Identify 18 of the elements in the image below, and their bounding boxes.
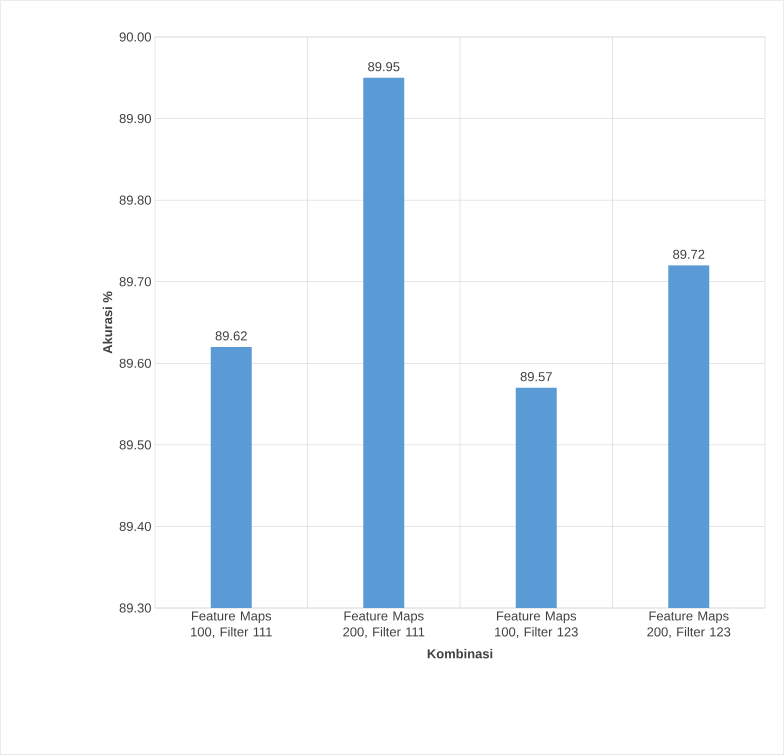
y-tick-label: 89.50: [120, 440, 151, 450]
data-label: 89.95: [368, 62, 400, 72]
y-tick-label: 89.60: [120, 358, 151, 368]
x-axis-title: Kombinasi: [428, 648, 492, 658]
x-tick-label: Feature Maps 100, Filter 111: [191, 612, 272, 638]
y-axis-title: Akurasi %: [102, 292, 112, 354]
y-tick-label: 89.90: [120, 114, 151, 124]
x-tick-label: Feature Maps 200, Filter 111: [343, 612, 424, 638]
x-tick-label: Feature Maps 100, Filter 123: [495, 612, 578, 638]
data-label: 89.62: [216, 331, 247, 340]
data-label: 89.72: [673, 250, 704, 259]
x-tick-label: Feature Maps 200, Filter 123: [647, 612, 730, 638]
y-tick-label: 89.30: [120, 603, 151, 613]
y-tick-label: 89.80: [120, 196, 151, 205]
y-tick-label: 89.70: [120, 277, 151, 286]
y-tick-label: 90.00: [120, 32, 151, 42]
y-tick-label: 89.40: [120, 522, 151, 532]
data-label: 89.57: [520, 372, 552, 382]
